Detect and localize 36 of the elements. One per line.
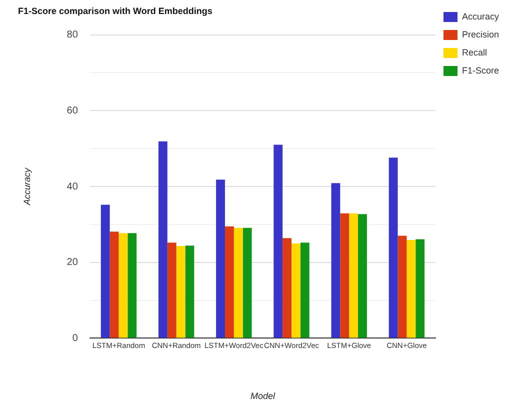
legend-label: Accuracy: [462, 11, 500, 22]
bar: [331, 183, 340, 338]
bar: [292, 243, 300, 338]
bar: [274, 144, 283, 338]
bar: [416, 239, 425, 338]
bar: [158, 141, 168, 338]
chart-title: F1-Score comparison with Word Embeddings: [18, 6, 212, 16]
y-tick-label: 20: [66, 257, 78, 268]
bar: [282, 238, 292, 338]
y-tick-label: 80: [66, 30, 78, 41]
legend-label: Precision: [462, 29, 499, 40]
bar: [167, 242, 176, 338]
bar: [234, 228, 243, 338]
bar: [398, 236, 407, 338]
bar: [358, 214, 367, 338]
bar: [185, 246, 194, 338]
bar: [406, 240, 416, 338]
y-tick-label: 60: [66, 105, 78, 116]
y-tick-label: 0: [72, 332, 78, 344]
bar: [340, 213, 350, 338]
bar: [118, 233, 128, 338]
y-tick-label: 40: [66, 181, 78, 192]
bar: [224, 226, 234, 338]
bar: [216, 180, 225, 338]
x-axis-title: Model: [250, 391, 276, 402]
bar: [176, 246, 186, 338]
bar: [128, 233, 137, 338]
bar: [242, 228, 252, 338]
legend-label: F1-Score: [462, 65, 499, 76]
legend-label: Recall: [462, 47, 487, 58]
bar: [100, 204, 110, 338]
bar: [110, 232, 119, 338]
y-axis-title: Accuracy: [22, 167, 32, 206]
bar: [388, 158, 398, 338]
bar: [300, 242, 310, 338]
bar: [349, 213, 358, 338]
